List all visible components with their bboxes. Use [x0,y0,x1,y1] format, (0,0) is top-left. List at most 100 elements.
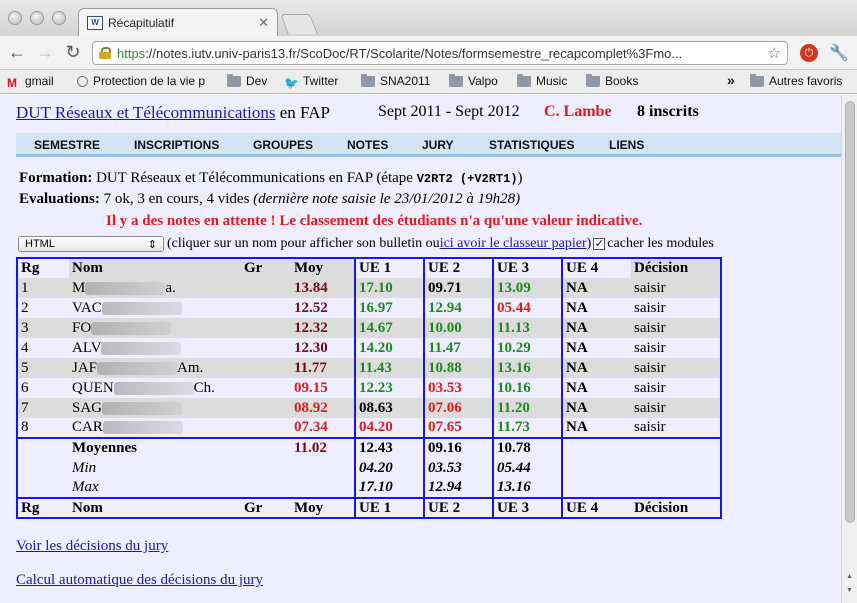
tab-close-icon[interactable]: ✕ [258,14,269,30]
bookmark-gmail[interactable]: M gmail [7,74,54,90]
bookmark-valpo[interactable]: Valpo [449,73,498,88]
extension-icon[interactable]: ⏻ [800,44,818,62]
ue1-cell: 16.97 [354,298,424,318]
format-hint-after: ) [586,236,592,251]
bookmark-dev[interactable]: Dev [227,73,268,88]
formation-title-suffix: en FAP [275,103,330,122]
menu-liens[interactable]: LIENS [609,138,645,152]
min-ue1: 04.20 [354,458,424,478]
classeur-papier-link[interactable]: ici avoir le classeur papier [439,236,587,251]
forward-icon[interactable]: → [36,42,54,62]
close-window-button[interactable] [8,11,22,25]
decision-cell[interactable]: saisir [631,398,721,418]
moy-cell: 12.32 [291,318,355,338]
hide-modules-checkbox[interactable]: ✓ [593,238,606,250]
header-ue3[interactable]: UE 3 [492,258,562,278]
menu-notes[interactable]: NOTES [347,138,389,152]
student-name-cell[interactable]: VAC [69,298,241,318]
rank-cell: 4 [21,339,29,356]
student-name-cell[interactable]: QUEN Ch. [69,378,241,398]
scroll-down-icon[interactable]: ▼ [846,587,853,594]
header-rg[interactable]: Rg [21,260,40,276]
header-moy[interactable]: Moy [291,258,355,278]
decision-cell[interactable]: saisir [631,318,721,338]
address-bar[interactable]: https ://notes.iutv.univ-paris13.fr/ScoD… [92,41,788,65]
header-decision[interactable]: Décision [631,258,721,278]
student-name-cell[interactable]: FO [69,318,241,338]
moy-cell: 07.34 [294,419,328,435]
bookmark-sna2011[interactable]: SNA2011 [361,73,430,88]
bookmark-star-icon[interactable]: ☆ [767,45,781,62]
menu-semestre[interactable]: SEMESTRE [34,138,101,152]
ue1-cell: 04.20 [354,418,424,438]
menu-inscriptions[interactable]: INSCRIPTIONS [134,138,220,152]
decision-cell[interactable]: saisir [634,339,666,356]
max-ue2: 12.94 [423,478,493,498]
decision-cell[interactable]: saisir [631,278,721,298]
table-row: 2 VAC 12.52 16.97 12.94 05.44 NA saisir [17,298,721,318]
bookmark-twitter[interactable]: 🐦 Twitter [284,74,338,90]
group-cell [241,378,291,398]
evaluations-info: Evaluations: 7 ok, 3 en cours, 4 vides (… [19,191,520,208]
etape-code: V2RT2 (+V2RT1) [416,172,518,186]
table-row: 7 SAG 08.92 08.63 07.06 11.20 NA saisir [17,398,721,418]
ue4-cell: NA [561,398,631,418]
wrench-icon[interactable]: 🔧 [829,45,849,62]
group-cell [241,318,291,338]
format-select[interactable]: HTML ⇕ [18,236,164,252]
student-name-cell[interactable]: JAF Am. [69,358,241,378]
browser-tab[interactable]: W Récapitulatif ✕ [78,8,278,36]
bookmark-books[interactable]: Books [586,73,638,88]
student-name-start: JAF [72,359,98,376]
minimize-window-button[interactable] [30,11,44,25]
rank-cell: 1 [17,278,69,298]
header-nom[interactable]: Nom [69,258,241,278]
menu-jury[interactable]: JURY [422,138,454,152]
header-gr[interactable]: Gr [241,258,291,278]
bookmark-protection[interactable]: Protection de la vie p [77,74,205,88]
ue3-cell: 11.73 [492,418,562,438]
bookmark-autres-favoris[interactable]: Autres favoris [750,73,843,88]
menu-statistiques[interactable]: STATISTIQUES [489,138,575,152]
max-label: Max [72,479,99,495]
bookmark-label: Dev [246,74,268,88]
moyennes-row: Moyennes 11.02 12.43 09.16 10.78 [17,437,721,458]
decision-cell[interactable]: saisir [631,358,721,378]
rank-cell: 7 [17,398,69,418]
bookmark-music[interactable]: Music [517,73,567,88]
ue3-cell: 11.13 [492,318,562,338]
reload-icon[interactable]: ↻ [65,42,81,62]
voir-decisions-link[interactable]: Voir les décisions du jury [16,538,169,554]
bookmark-label: Autres favoris [769,74,843,88]
pending-notes-warning: Il y a des notes en attente ! Le classem… [106,213,643,229]
header-ue1[interactable]: UE 1 [354,258,424,278]
student-name-cell[interactable]: CAR [69,418,241,438]
decision-cell[interactable]: saisir [634,419,666,435]
student-name-cell[interactable]: ALV [69,338,241,358]
decision-cell[interactable]: saisir [634,299,666,316]
select-arrows-icon: ⇕ [147,238,157,251]
ue4-cell: NA [561,318,631,338]
formation-title-link[interactable]: DUT Réseaux et Télécommunications [16,103,276,122]
ue1-cell: 12.23 [354,378,424,398]
header-ue4[interactable]: UE 4 [561,258,631,278]
menu-groupes[interactable]: GROUPES [253,138,314,152]
header-ue2[interactable]: UE 2 [423,258,493,278]
calcul-automatique-link[interactable]: Calcul automatique des décisions du jury [16,572,264,588]
ue4-cell: NA [561,418,631,438]
vertical-scrollbar[interactable]: ▲ ▼ [841,95,857,603]
new-tab-button[interactable] [280,14,318,34]
zoom-window-button[interactable] [52,11,66,25]
student-name-cell[interactable]: SAG [69,398,241,418]
formation-info: Formation: DUT Réseaux et Télécommunicat… [19,170,523,187]
scroll-up-icon[interactable]: ▲ [846,573,853,580]
redacted-name [91,321,172,335]
gmail-icon: M [7,75,17,90]
ue3-cell: 10.29 [492,338,562,358]
decision-cell[interactable]: saisir [634,379,666,396]
more-bookmarks-icon[interactable]: » [727,72,735,88]
back-icon[interactable]: ← [8,42,26,62]
scrollbar-thumb[interactable] [845,101,855,523]
